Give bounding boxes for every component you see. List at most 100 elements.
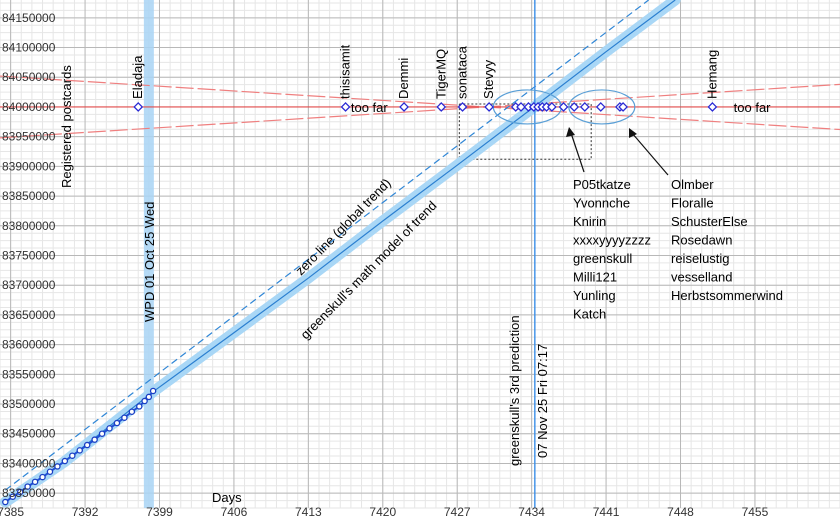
x-tick-label: 7420 — [369, 505, 396, 519]
group-right-names: Olmber Floralle SchusterElse Rosedawn reisel… — [671, 177, 783, 303]
x-tick-label: 7385 — [0, 505, 24, 519]
guess-marker — [579, 102, 590, 112]
observed-point — [121, 414, 128, 421]
too-far-funnel — [0, 75, 840, 139]
y-tick-label: 83500000 — [2, 397, 56, 411]
x-tick-labels: 7385 7392 7399 7406 7413 7420 7427 7434 7441 7448… — [0, 505, 769, 519]
y-tick-label: 83550000 — [2, 367, 56, 381]
y-tick-label: 83800000 — [2, 219, 56, 233]
guess-marker — [546, 102, 557, 112]
guess-marker — [340, 102, 351, 112]
observed-point — [141, 397, 148, 405]
y-axis-label: Registered postcards — [59, 65, 74, 188]
y-tick-label: 83600000 — [2, 338, 56, 352]
arrow-right-head — [629, 128, 637, 138]
guess-label: Eladaja — [130, 55, 145, 99]
too-far-left-label: too far — [351, 100, 389, 115]
group-left-name: Yunling — [573, 288, 616, 303]
group-right-name: SchusterElse — [671, 214, 748, 229]
global-trend-line — [4, 0, 649, 491]
observed-point — [54, 463, 61, 470]
funnel-line-lower — [0, 83, 840, 139]
observed-point — [61, 457, 69, 465]
wpd-label: WPD 01 Oct 25 Wed — [142, 202, 157, 322]
arrow-right-line — [631, 132, 669, 176]
guess-label: Demmi — [396, 58, 411, 99]
observed-point — [16, 488, 24, 496]
y-tick-label: 83850000 — [2, 189, 56, 203]
annotation-arrows — [566, 127, 669, 176]
group-left-name: Yvonnche — [573, 196, 630, 211]
observed-point — [149, 387, 157, 395]
y-tick-label: 83750000 — [2, 248, 56, 262]
guess-marker — [516, 102, 526, 112]
group-right-name: Olmber — [671, 177, 714, 192]
y-tick-label: 83450000 — [2, 427, 56, 441]
observed-point — [39, 473, 46, 481]
y-tick-label: 84150000 — [2, 11, 56, 25]
observed-point — [128, 408, 136, 415]
group-right-name: Herbstsommerwind — [671, 288, 783, 303]
observed-point — [83, 441, 91, 449]
group-left-name: Katch — [573, 307, 606, 322]
observed-point — [69, 452, 76, 459]
y-tick-label: 84100000 — [2, 41, 56, 55]
arrow-left-line — [570, 132, 585, 173]
guess-marker — [399, 102, 409, 112]
group-left-name: xxxxyyyyzzzz — [573, 233, 651, 248]
guess-label: Hemang — [704, 50, 719, 99]
x-tick-label: 7434 — [518, 505, 545, 519]
x-axis-label: Days — [212, 490, 242, 505]
guess-marker — [558, 102, 569, 112]
x-tick-label: 7406 — [221, 505, 248, 519]
y-tick-labels: 83350000 83400000 83450000 83500000 83550000… — [2, 11, 56, 500]
observed-point — [24, 483, 31, 490]
observed-point — [2, 498, 9, 506]
group-left-name: Milli121 — [573, 270, 617, 285]
observed-point — [136, 403, 143, 410]
observed-point — [113, 419, 121, 427]
group-left-name: greenskull — [573, 251, 632, 266]
observed-points — [2, 387, 157, 506]
y-tick-label: 83650000 — [2, 308, 56, 322]
observed-point — [91, 436, 98, 443]
guess-marker — [595, 102, 606, 112]
guess-marker — [436, 102, 447, 112]
x-tick-label: 7392 — [72, 505, 99, 519]
x-tick-label: 7427 — [444, 505, 471, 519]
major-grid — [0, 0, 840, 508]
observed-point — [98, 430, 106, 437]
guess-label: TigerMQ — [433, 49, 448, 99]
x-tick-label: 7455 — [742, 505, 769, 519]
group-left-name: P05tkatze — [573, 177, 631, 192]
observed-point — [106, 425, 113, 432]
cluster-ellipse-right — [568, 89, 636, 125]
observed-point — [31, 478, 39, 486]
group-left-name: Knirin — [573, 214, 606, 229]
y-tick-label: 84050000 — [2, 70, 56, 84]
x-tick-label: 7441 — [593, 505, 620, 519]
y-tick-label: 83700000 — [2, 278, 56, 292]
funnel-line-upper — [0, 75, 840, 131]
guess-marker — [133, 102, 144, 112]
guess-marker — [457, 102, 468, 112]
prediction-label-2: 07 Nov 25 Fri 07:17 — [535, 344, 550, 458]
group-right-name: Floralle — [671, 196, 714, 211]
group-right-name: vesselland — [671, 270, 732, 285]
group-right-name: reiselustig — [671, 251, 730, 266]
prediction-label-1: greenskull's 3rd prediction — [507, 315, 522, 466]
arrow-left-head — [566, 127, 575, 137]
too-far-right-label: too far — [734, 100, 772, 115]
observed-point — [9, 493, 17, 500]
observed-point — [76, 447, 83, 454]
x-tick-label: 7399 — [146, 505, 173, 519]
wpd-band — [143, 0, 154, 508]
guess-label: sonataca — [455, 45, 470, 99]
y-tick-label: 83900000 — [2, 159, 56, 173]
y-tick-label: 83350000 — [2, 486, 56, 500]
x-tick-label: 7413 — [295, 505, 322, 519]
guess-label: Stevyy — [481, 59, 496, 99]
group-left-names: P05tkatze Yvonnche Knirin xxxxyyyyzzzz green… — [573, 177, 651, 322]
